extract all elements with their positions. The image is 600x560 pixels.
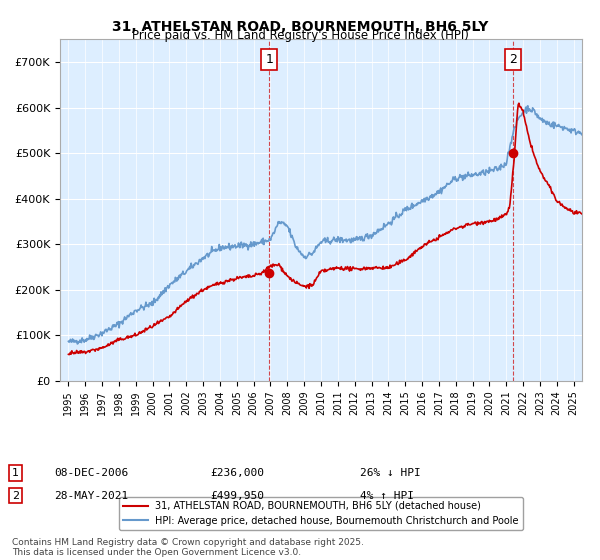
Text: £499,950: £499,950 xyxy=(210,491,264,501)
Text: 31, ATHELSTAN ROAD, BOURNEMOUTH, BH6 5LY: 31, ATHELSTAN ROAD, BOURNEMOUTH, BH6 5LY xyxy=(112,20,488,34)
Text: £236,000: £236,000 xyxy=(210,468,264,478)
Text: 08-DEC-2006: 08-DEC-2006 xyxy=(54,468,128,478)
Text: 4% ↑ HPI: 4% ↑ HPI xyxy=(360,491,414,501)
Text: Contains HM Land Registry data © Crown copyright and database right 2025.
This d: Contains HM Land Registry data © Crown c… xyxy=(12,538,364,557)
Text: 1: 1 xyxy=(265,53,273,66)
Text: 2: 2 xyxy=(509,53,517,66)
Text: 28-MAY-2021: 28-MAY-2021 xyxy=(54,491,128,501)
Text: 26% ↓ HPI: 26% ↓ HPI xyxy=(360,468,421,478)
Text: 1: 1 xyxy=(12,468,19,478)
Text: Price paid vs. HM Land Registry's House Price Index (HPI): Price paid vs. HM Land Registry's House … xyxy=(131,29,469,42)
Text: 2: 2 xyxy=(12,491,19,501)
Legend: 31, ATHELSTAN ROAD, BOURNEMOUTH, BH6 5LY (detached house), HPI: Average price, d: 31, ATHELSTAN ROAD, BOURNEMOUTH, BH6 5LY… xyxy=(119,497,523,530)
